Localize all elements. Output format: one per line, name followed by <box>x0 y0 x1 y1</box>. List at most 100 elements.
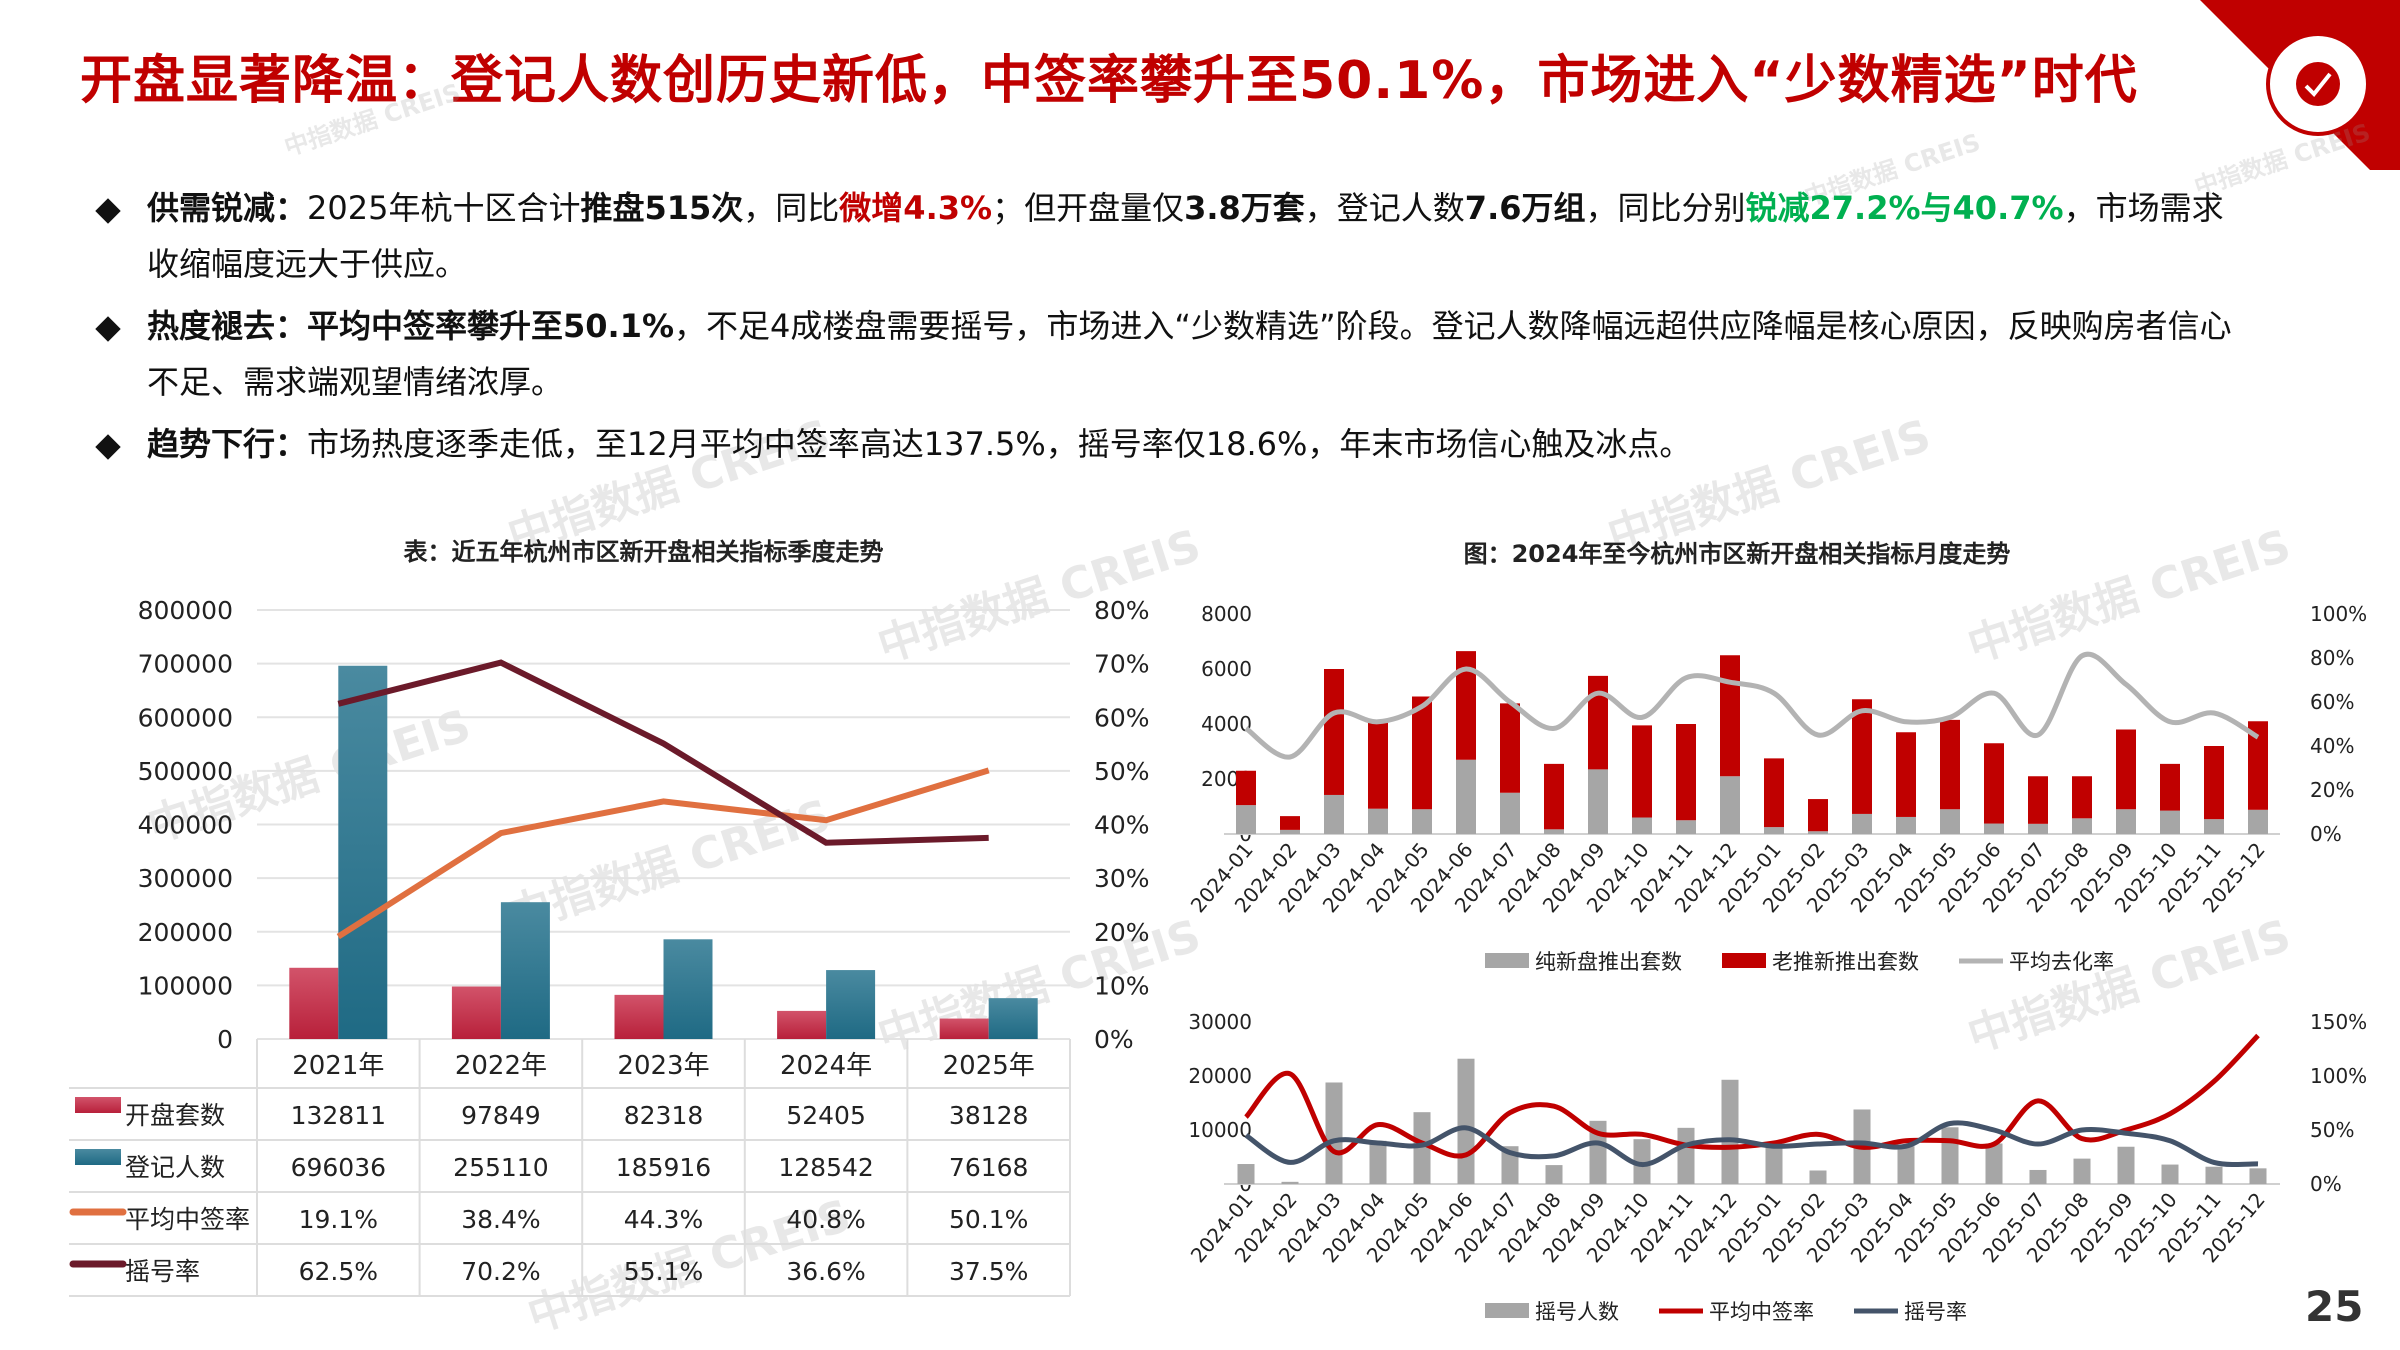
y-tick-label: 8000 <box>1201 602 1252 626</box>
bar-old-project <box>1412 696 1432 810</box>
table-cell: 37.5% <box>949 1257 1028 1286</box>
y2-tick-label: 70% <box>1094 650 1150 679</box>
table-row-label: 开盘套数 <box>125 1101 225 1130</box>
bullet-heat-decline: 热度褪去：平均中签率攀升至50.1%，不足4成楼盘需要摇号，市场进入“少数精选”… <box>95 298 2245 410</box>
text: 市场热度逐季走低，至12月平均中签率高达137.5%，摇号率仅18.6%，年末市… <box>307 425 1692 463</box>
bar-new-project <box>1808 831 1828 834</box>
table-cell: 128542 <box>778 1153 873 1182</box>
bar-old-project <box>1324 669 1344 795</box>
y-tick-label: 600000 <box>138 703 233 732</box>
bar-old-project <box>1280 816 1300 830</box>
bullet-heading: 趋势下行： <box>147 425 308 463</box>
bar-new-project <box>1940 809 1960 834</box>
line-win-rate <box>336 767 990 940</box>
bar-lottery-count <box>1325 1082 1343 1184</box>
bar-register <box>338 665 388 1039</box>
bar-new-project <box>1324 794 1344 834</box>
bar-lottery-count <box>2073 1158 2091 1184</box>
table-header: 2024年 <box>780 1051 872 1081</box>
bullet-trend: 趋势下行：市场热度逐季走低，至12月平均中签率高达137.5%，摇号率仅18.6… <box>95 416 2245 472</box>
bar-old-project <box>1984 743 2004 824</box>
bar-old-project <box>1456 651 1476 760</box>
table-row-label: 摇号率 <box>125 1257 200 1286</box>
text: ，同比 <box>743 189 840 227</box>
highlight: 推盘515次 <box>580 189 744 227</box>
bar-new-project <box>1368 808 1388 834</box>
bar-lottery-count <box>1237 1164 1255 1184</box>
bullet-list: 供需锐减：2025年杭十区合计推盘515次，同比微增4.3%；但开盘量仅3.8万… <box>95 180 2245 478</box>
bar-lottery-count <box>2161 1164 2179 1184</box>
bar-new-project <box>2116 809 2136 834</box>
y-tick-label: 4000 <box>1201 712 1252 736</box>
bullet-heading: 供需锐减： <box>147 189 308 227</box>
line-lottery-rate <box>337 659 989 846</box>
highlight: 平均中签率攀升至50.1% <box>307 307 675 345</box>
y-tick-label: 500000 <box>138 757 233 786</box>
bar-lottery-count <box>1985 1143 2003 1184</box>
table-cell: 52405 <box>786 1101 866 1130</box>
bar-new-project <box>2160 810 2180 834</box>
bar-new-project <box>2204 819 2224 834</box>
table-cell: 185916 <box>616 1153 711 1182</box>
bar-new-project <box>1544 829 1564 834</box>
bar-new-project <box>1456 759 1476 834</box>
bar-lottery-count <box>1369 1140 1387 1184</box>
bar-new-project <box>1720 776 1740 834</box>
table-cell: 44.3% <box>624 1205 703 1234</box>
y2-tick-label: 100% <box>2310 602 2367 626</box>
bar-lottery-count <box>1677 1127 1695 1184</box>
bar-register <box>663 939 713 1039</box>
bullet-heading: 热度褪去： <box>147 307 308 345</box>
bar-old-project <box>1940 719 1960 810</box>
table-cell: 55.1% <box>624 1257 703 1286</box>
bar-old-project <box>1808 799 1828 832</box>
bar-lottery-count <box>2029 1169 2047 1184</box>
table-cell: 97849 <box>461 1101 541 1130</box>
legend-swatch <box>1485 1303 1529 1318</box>
bar-register <box>500 902 550 1039</box>
bar-open <box>614 994 664 1039</box>
bar-old-project <box>1676 724 1696 821</box>
line-win-rate <box>1244 1033 2260 1159</box>
y2-tick-label: 80% <box>2310 646 2354 670</box>
bar-new-project <box>1764 827 1784 834</box>
bar-old-project <box>1544 763 1564 830</box>
bar-lottery-count <box>1413 1112 1431 1184</box>
page-number: 25 <box>2305 1282 2364 1331</box>
bar-old-project <box>1720 655 1740 777</box>
corner-logo <box>2200 0 2400 170</box>
legend-swatch <box>75 1097 121 1113</box>
y-tick-label: 0 <box>217 1025 233 1054</box>
legend-label: 纯新盘推出套数 <box>1535 950 1682 974</box>
table-cell: 36.6% <box>786 1257 865 1286</box>
y2-tick-label: 150% <box>2310 1010 2367 1034</box>
bar-old-project <box>2072 776 2092 819</box>
text: ，同比分别 <box>1585 189 1746 227</box>
table-cell: 50.1% <box>949 1205 1028 1234</box>
bar-lottery-count <box>2205 1166 2223 1184</box>
table-cell: 40.8% <box>786 1205 865 1234</box>
bar-new-project <box>1500 792 1520 834</box>
page-title: 开盘显著降温：登记人数创历史新低，中签率攀升至50.1%，市场进入“少数精选”时… <box>80 51 2138 111</box>
table-header: 2023年 <box>617 1051 709 1081</box>
bar-old-project <box>2116 729 2136 810</box>
bar-new-project <box>2072 818 2092 834</box>
table-cell: 62.5% <box>299 1257 378 1286</box>
bar-new-project <box>1632 817 1652 834</box>
bar-old-project <box>1236 770 1256 806</box>
table-cell: 38128 <box>949 1101 1029 1130</box>
bar-lottery-count <box>1941 1127 1959 1184</box>
y2-tick-label: 30% <box>1094 864 1150 893</box>
bar-open <box>289 967 339 1039</box>
table-cell: 82318 <box>624 1101 704 1130</box>
legend-swatch <box>75 1149 121 1165</box>
text: ；但开盘量仅 <box>992 189 1185 227</box>
table-cell: 19.1% <box>299 1205 378 1234</box>
table-cell: 255110 <box>453 1153 548 1182</box>
y-tick-label: 100000 <box>138 971 233 1000</box>
bar-register <box>988 998 1038 1039</box>
bar-old-project <box>2248 721 2268 810</box>
y-tick-label: 20000 <box>1188 1064 1252 1088</box>
y-tick-label: 30000 <box>1188 1010 1252 1034</box>
bar-new-project <box>2028 823 2048 834</box>
